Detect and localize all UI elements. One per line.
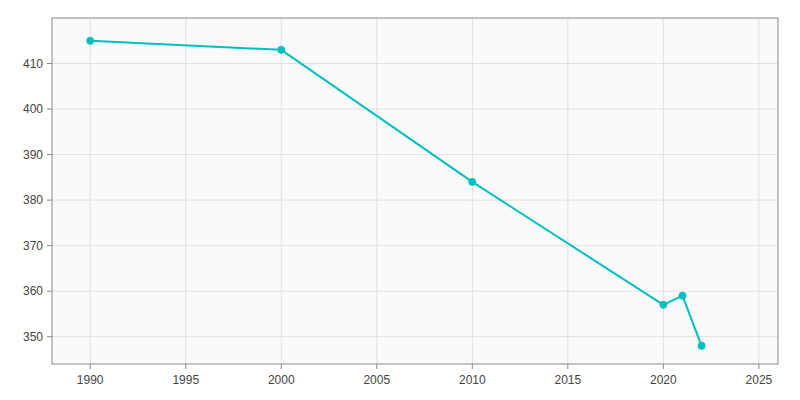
chart-container: 1990 1995 2000 2005 2010 2015 2020 2025 350 360 37… xyxy=(0,0,800,400)
y-tick-label: 360 xyxy=(23,284,43,298)
y-tick xyxy=(47,154,52,155)
data-point xyxy=(87,37,94,44)
x-grid-line xyxy=(663,18,664,364)
y-grid-line xyxy=(52,336,778,337)
x-tick xyxy=(90,364,91,369)
y-tick xyxy=(47,109,52,110)
y-grid-line xyxy=(52,200,778,201)
x-grid-line xyxy=(472,18,473,364)
x-grid-line xyxy=(758,18,759,364)
x-grid-line xyxy=(567,18,568,364)
x-tick xyxy=(376,364,377,369)
x-tick-label: 2025 xyxy=(746,373,773,387)
x-tick-label: 1995 xyxy=(172,373,199,387)
grid xyxy=(52,18,778,364)
data-point xyxy=(698,342,705,349)
x-grid-line xyxy=(90,18,91,364)
y-tick xyxy=(47,200,52,201)
data-point xyxy=(278,46,285,53)
y-tick xyxy=(47,291,52,292)
y-tick xyxy=(47,336,52,337)
x-grid-line xyxy=(185,18,186,364)
x-tick-label: 2005 xyxy=(363,373,390,387)
x-tick-label: 2020 xyxy=(650,373,677,387)
y-grid-line xyxy=(52,109,778,110)
y-grid-line xyxy=(52,63,778,64)
x-tick xyxy=(185,364,186,369)
y-tick-label: 390 xyxy=(23,148,43,162)
y-tick-label: 400 xyxy=(23,102,43,116)
y-tick-label: 380 xyxy=(23,193,43,207)
y-tick-label: 350 xyxy=(23,330,43,344)
x-tick-label: 2010 xyxy=(459,373,486,387)
x-tick-label: 2015 xyxy=(554,373,581,387)
x-tick xyxy=(758,364,759,369)
chart-svg: 1990 1995 2000 2005 2010 2015 2020 2025 350 360 37… xyxy=(0,0,800,400)
x-tick xyxy=(663,364,664,369)
plot-background xyxy=(52,18,778,364)
x-grid-line xyxy=(376,18,377,364)
y-tick xyxy=(47,245,52,246)
y-grid-line xyxy=(52,291,778,292)
x-tick xyxy=(567,364,568,369)
axes: 1990 1995 2000 2005 2010 2015 2020 2025 350 360 37… xyxy=(23,57,773,387)
y-grid-line xyxy=(52,154,778,155)
x-grid-line xyxy=(281,18,282,364)
y-tick-label: 410 xyxy=(23,57,43,71)
y-tick xyxy=(47,63,52,64)
y-tick-label: 370 xyxy=(23,239,43,253)
x-tick xyxy=(281,364,282,369)
data-point xyxy=(469,178,476,185)
page: {"chart_data": {"type": "line", "x": [19… xyxy=(0,0,800,400)
data-group xyxy=(87,37,705,349)
x-tick-label: 1990 xyxy=(77,373,104,387)
y-grid-line xyxy=(52,245,778,246)
data-point xyxy=(660,301,667,308)
x-tick xyxy=(472,364,473,369)
data-point xyxy=(679,292,686,299)
plot-frame xyxy=(52,18,778,364)
data-line xyxy=(90,41,701,346)
x-tick-label: 2000 xyxy=(268,373,295,387)
